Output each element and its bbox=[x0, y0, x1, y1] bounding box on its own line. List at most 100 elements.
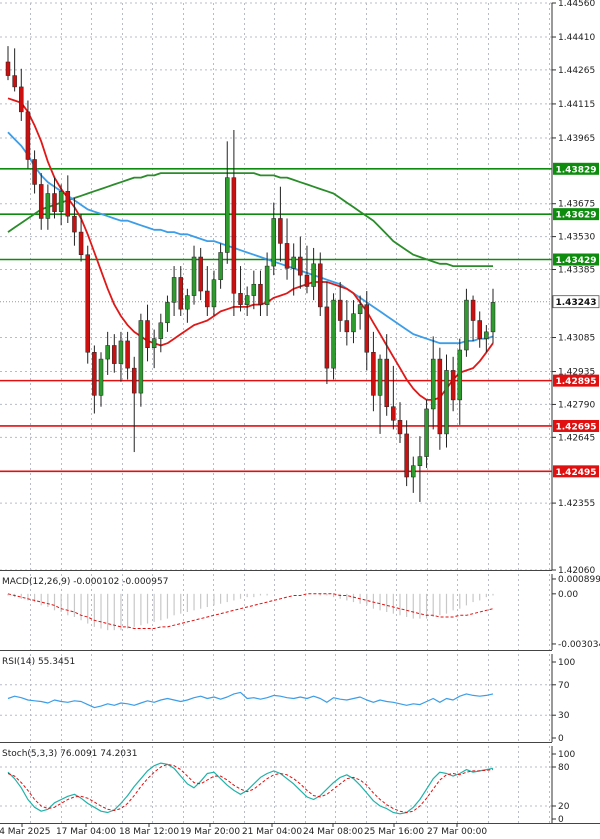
stoch-tick-label: 20 bbox=[558, 802, 570, 812]
bear-candle-body bbox=[397, 420, 403, 435]
y-tick-label: 1.43385 bbox=[558, 265, 595, 275]
bear-candle-body bbox=[304, 274, 310, 287]
ma-fast-line bbox=[7, 97, 494, 401]
bear-candle-body bbox=[344, 320, 350, 333]
y-tick-label: 1.42355 bbox=[558, 499, 595, 509]
bull-candle-body bbox=[291, 256, 296, 269]
bear-candle-body bbox=[5, 61, 11, 76]
bear-candle-body bbox=[38, 184, 44, 219]
bear-candle-body bbox=[324, 306, 330, 369]
y-axis-labels: 1.44560 1.44410 1.44265 1.44115 1.43965 1.436… bbox=[552, 0, 600, 825]
bear-candle-body bbox=[470, 299, 476, 321]
bull-candle-body bbox=[185, 295, 190, 310]
bull-candle-body bbox=[430, 358, 436, 410]
bull-candle-body bbox=[105, 345, 110, 360]
bear-candle-body bbox=[364, 304, 370, 353]
bull-candle-body bbox=[211, 279, 217, 308]
bull-candle-body bbox=[151, 338, 157, 348]
bear-candle-body bbox=[198, 256, 203, 292]
y-tick-label: 1.43965 bbox=[558, 134, 595, 144]
bull-candle-body bbox=[224, 177, 230, 253]
bull-candle-body bbox=[244, 295, 250, 305]
bear-candle-body bbox=[19, 86, 24, 113]
stoch-title: Stoch(5,3,3) 76.0091 74.2031 bbox=[2, 749, 137, 759]
bull-candle-body bbox=[377, 358, 383, 396]
macd-tick-label: 0.000899 bbox=[558, 575, 600, 585]
bear-candle-body bbox=[131, 367, 137, 394]
stoch-tick-label: 0 bbox=[558, 815, 564, 825]
resistance-level-tag bbox=[553, 253, 599, 266]
bull-candle-body bbox=[45, 193, 51, 219]
macd-tick-label: -0.003034 bbox=[558, 640, 600, 650]
y-tick-label: 1.42935 bbox=[558, 368, 595, 378]
rsi-tick-label: 0 bbox=[558, 734, 564, 744]
price-tags: 1.43829 1.43629 1.43429 1.42895 1.42695 1.424… bbox=[552, 162, 600, 478]
bull-candle-body bbox=[138, 320, 144, 394]
x-tick-label: 14 Mar 2025 bbox=[0, 827, 51, 837]
bull-candle-body bbox=[351, 313, 356, 333]
bull-candle-body bbox=[464, 299, 469, 351]
resistance-level-tag-label: 1.43829 bbox=[556, 165, 597, 175]
rsi-tick-label: 70 bbox=[558, 681, 570, 691]
rsi-panel bbox=[7, 691, 494, 709]
y-tick-label: 1.43675 bbox=[558, 200, 595, 210]
bear-candle-body bbox=[477, 320, 482, 339]
stoch-tick-label: 100 bbox=[558, 750, 575, 760]
bull-candle-body bbox=[165, 302, 170, 324]
macd-signal-line bbox=[7, 593, 494, 629]
y-tick-label: 1.44115 bbox=[558, 100, 595, 110]
support-level-tag-label: 1.42695 bbox=[556, 422, 597, 432]
bear-candle-body bbox=[25, 111, 31, 160]
bear-candle-body bbox=[238, 293, 243, 305]
bear-candle-body bbox=[284, 243, 290, 269]
x-tick-label: 18 Mar 12:00 bbox=[119, 827, 179, 837]
bull-candle-body bbox=[331, 299, 336, 369]
candlesticks bbox=[5, 46, 496, 502]
current-price-label: 1.43243 bbox=[556, 298, 597, 308]
bull-candle-body bbox=[444, 370, 449, 435]
bear-candle-body bbox=[205, 290, 210, 308]
x-tick-label: 24 Mar 08:00 bbox=[303, 827, 363, 837]
bear-candle-body bbox=[32, 159, 37, 185]
grid-lines bbox=[0, 2, 552, 823]
bear-candle-body bbox=[258, 283, 263, 305]
current-price-tag bbox=[552, 295, 600, 309]
panel-borders bbox=[0, 3, 600, 824]
resistance-level-tag bbox=[553, 208, 599, 221]
bull-candle-body bbox=[311, 263, 316, 287]
y-tick-label: 1.42060 bbox=[558, 566, 595, 576]
bear-candle-body bbox=[85, 254, 90, 353]
rsi-tick-label: 100 bbox=[558, 658, 575, 668]
bear-candle-body bbox=[65, 190, 71, 217]
bull-candle-body bbox=[251, 283, 257, 296]
stoch-panel bbox=[7, 762, 494, 815]
x-tick-label: 25 Mar 16:00 bbox=[364, 827, 424, 837]
macd-title: MACD(12,26,9) -0.000102 -0.000957 bbox=[2, 577, 168, 587]
bull-candle-body bbox=[417, 456, 423, 466]
y-tick-label: 1.42645 bbox=[558, 433, 595, 443]
bear-candle-body bbox=[278, 218, 283, 244]
x-tick-label: 17 Mar 04:00 bbox=[56, 827, 116, 837]
bear-candle-body bbox=[178, 277, 183, 310]
resistance-level-tag bbox=[553, 162, 599, 175]
bull-candle-body bbox=[424, 408, 429, 457]
moving-averages bbox=[7, 97, 494, 401]
bear-candle-body bbox=[384, 358, 389, 407]
bear-candle-body bbox=[145, 320, 150, 348]
rsi-tick-label: 30 bbox=[558, 711, 570, 721]
bear-candle-body bbox=[371, 352, 376, 396]
rsi-line bbox=[7, 691, 494, 709]
y-tick-label: 1.44265 bbox=[558, 66, 595, 76]
x-tick-label: 21 Mar 04:00 bbox=[242, 827, 302, 837]
bull-candle-body bbox=[191, 256, 197, 296]
macd-panel bbox=[7, 593, 494, 631]
bull-candle-body bbox=[171, 277, 177, 303]
bull-candle-body bbox=[158, 322, 164, 339]
bear-candle-body bbox=[298, 256, 303, 276]
bull-candle-body bbox=[98, 358, 104, 396]
bull-candle-body bbox=[271, 218, 277, 267]
bear-candle-body bbox=[404, 433, 409, 478]
bear-candle-body bbox=[112, 345, 117, 364]
support-level-tag-label: 1.42495 bbox=[556, 468, 597, 478]
